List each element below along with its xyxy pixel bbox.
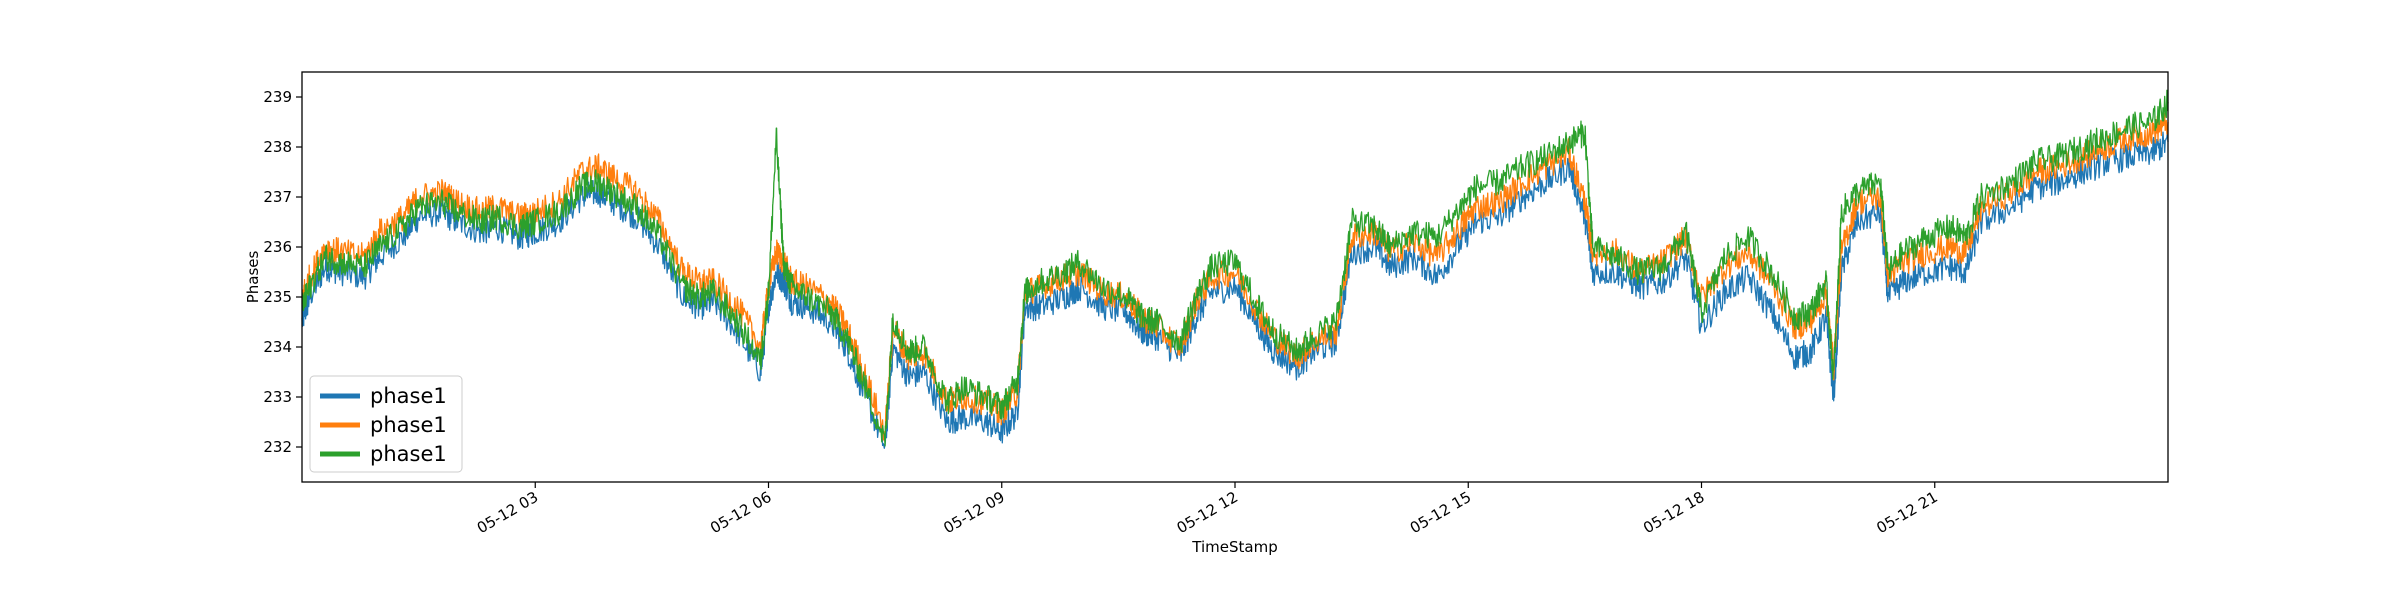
y-tick-label: 234 <box>263 338 292 356</box>
y-tick-label: 238 <box>263 138 292 156</box>
y-axis: 232 233 234 235 236 237 238 239 <box>263 88 302 456</box>
legend-label-1: phase1 <box>370 384 447 408</box>
y-tick-label: 237 <box>263 188 292 206</box>
series-line-2 <box>301 112 2169 441</box>
x-tick-label: 05-12 06 <box>707 488 774 537</box>
x-tick-label: 05-12 18 <box>1640 488 1707 537</box>
x-tick-label: 05-12 03 <box>474 488 541 537</box>
y-axis-label: Phases <box>244 251 262 304</box>
legend: phase1 phase1 phase1 <box>309 375 463 473</box>
x-tick-label: 05-12 21 <box>1873 488 1940 537</box>
y-tick-label: 239 <box>263 88 292 106</box>
y-tick-label: 232 <box>263 438 292 456</box>
x-tick-label: 05-12 09 <box>940 488 1007 537</box>
y-tick-label: 235 <box>263 288 292 306</box>
legend-box <box>309 375 463 473</box>
series-layer <box>301 89 2169 449</box>
x-tick-label: 05-12 12 <box>1174 488 1241 537</box>
series-line-3 <box>301 89 2169 447</box>
x-axis: 05-12 03 05-12 06 05-12 09 05-12 12 05-12 15… <box>474 482 1941 537</box>
legend-label-2: phase1 <box>370 413 447 437</box>
x-axis-label: TimeStamp <box>1191 538 1277 556</box>
x-tick-label: 05-12 15 <box>1407 488 1474 537</box>
y-tick-label: 233 <box>263 388 292 406</box>
y-tick-label: 236 <box>263 238 292 256</box>
legend-label-3: phase1 <box>370 442 447 466</box>
